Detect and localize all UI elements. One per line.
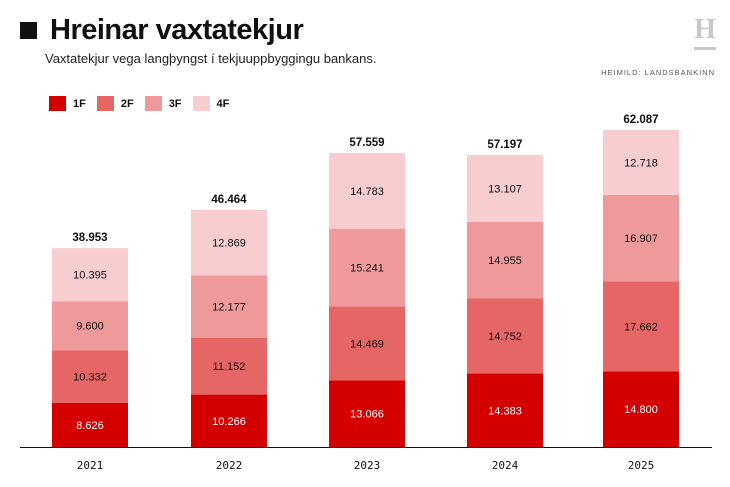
bar-segment-4F-2024 (467, 154, 543, 222)
legend-swatch (49, 96, 66, 111)
bar-segment-4F-2022 (191, 209, 267, 276)
segment-label: 16.907 (624, 233, 658, 245)
segment-label: 13.066 (350, 409, 384, 421)
total-label: 62.087 (623, 114, 658, 126)
segment-label: 14.955 (488, 255, 522, 267)
segment-label: 15.241 (350, 263, 384, 275)
x-tick-label: 2022 (216, 459, 243, 472)
bar-segment-4F-2025 (603, 130, 679, 195)
legend-label: 4F (216, 97, 230, 110)
bar-segment-2F-2025 (603, 281, 679, 372)
bar-segment-2F-2022 (191, 337, 267, 395)
bar-segment-4F-2021 (52, 248, 128, 302)
total-label: 46.464 (211, 194, 247, 206)
title-text: Hreinar vaxtatekjur (50, 14, 304, 46)
bar-segment-3F-2022 (191, 275, 267, 338)
bar-segment-3F-2023 (329, 228, 405, 307)
legend-item-2F: 2F (96, 96, 134, 111)
bar-segment-1F-2025 (603, 371, 679, 447)
bar-segment-3F-2024 (467, 221, 543, 299)
logo-letter: H (694, 14, 716, 45)
segment-label: 12.869 (212, 238, 246, 250)
segment-label: 12.718 (624, 157, 658, 169)
x-tick-label: 2024 (492, 459, 519, 472)
x-tick-label: 2023 (354, 459, 381, 472)
bar-segment-4F-2023 (329, 153, 405, 229)
x-tick-label: 2021 (77, 459, 104, 472)
legend-label: 3F (168, 97, 182, 110)
logo-bar (694, 47, 716, 50)
bar-segment-1F-2024 (467, 373, 543, 447)
segment-label: 13.107 (488, 183, 522, 195)
segment-label: 14.383 (488, 405, 522, 417)
legend-label: 1F (73, 97, 86, 110)
bar-segment-1F-2022 (191, 394, 267, 447)
legend-swatch (144, 96, 162, 111)
title-square-icon (20, 22, 37, 39)
subtitle: Vaxtatekjur vega langþyngst í tekjuuppby… (45, 51, 377, 66)
bar-segment-2F-2021 (52, 350, 128, 403)
bar-segment-3F-2025 (603, 194, 679, 282)
segment-label: 14.783 (350, 186, 384, 198)
bar-segment-2F-2023 (329, 306, 405, 381)
segment-label: 11.152 (213, 361, 246, 373)
segment-label: 10.395 (73, 270, 107, 282)
total-label: 57.197 (487, 139, 522, 151)
chart-title: Hreinar vaxtatekjur (20, 14, 304, 47)
bar-segment-1F-2023 (329, 380, 405, 447)
legend-swatch (192, 96, 210, 111)
publisher-logo: H (694, 14, 716, 50)
legend-item-4F: 4F (192, 96, 230, 111)
legend: 1F 2F 3F 4F (49, 96, 240, 111)
bar-segment-1F-2021 (52, 402, 128, 447)
legend-item-1F: 1F (49, 96, 86, 111)
segment-label: 9.600 (76, 321, 104, 333)
total-label: 38.953 (72, 232, 107, 244)
segment-label: 14.800 (624, 404, 658, 416)
segment-label: 10.332 (73, 372, 107, 384)
segment-label: 12.177 (212, 302, 246, 314)
segment-label: 10.266 (212, 416, 246, 428)
segment-label: 14.752 (488, 331, 522, 343)
legend-item-3F: 3F (144, 96, 182, 111)
x-tick-label: 2025 (628, 459, 655, 472)
source-note: HEIMILD: LANDSBANKINN (601, 68, 715, 77)
bar-segment-2F-2024 (467, 298, 543, 374)
bar-segment-3F-2021 (52, 301, 128, 351)
total-label: 57.559 (349, 137, 384, 149)
legend-swatch (96, 96, 114, 111)
segment-label: 14.469 (350, 338, 384, 350)
legend-label: 2F (120, 97, 134, 110)
segment-label: 8.626 (76, 420, 104, 432)
segment-label: 17.662 (624, 321, 658, 333)
